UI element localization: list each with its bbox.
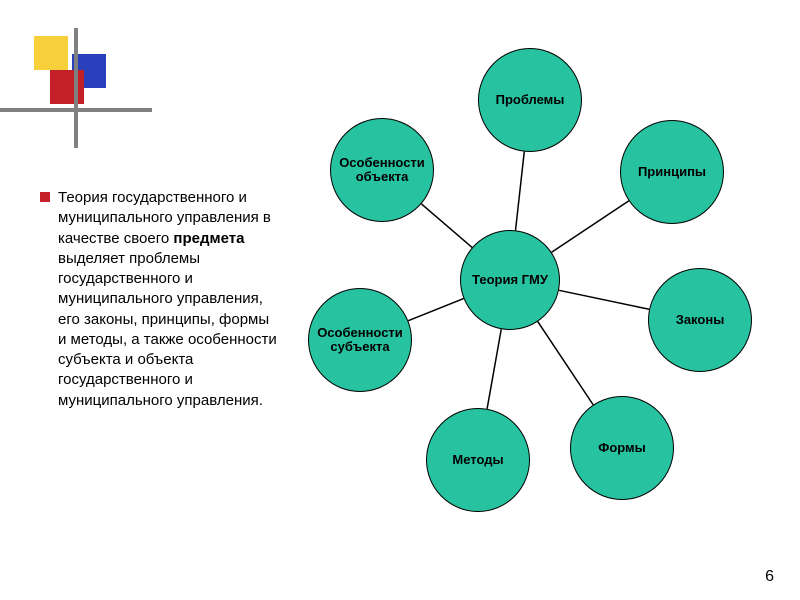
diagram-edge [487,329,501,409]
diagram-edge [559,290,649,309]
diagram-node-center: Теория ГМУ [460,230,560,330]
diagram-node-methods: Методы [426,408,530,512]
logo-square-red [50,70,84,104]
bullet-icon [40,192,50,202]
diagram-edge [516,152,525,231]
body-text-bold: предмета [173,230,244,247]
diagram-edge [421,204,472,248]
diagram-edge [538,322,593,405]
diagram-node-forms: Формы [570,396,674,500]
diagram-edge [552,201,629,252]
page-number: 6 [765,568,774,586]
diagram-edge [408,299,463,321]
body-text: Теория государственного и муниципального… [58,188,278,411]
diagram-node-subj: Особенности субъекта [308,288,412,392]
diagram-node-obj: Особенности объекта [330,118,434,222]
logo-square-yellow [34,36,68,70]
logo-vertical-line [74,28,78,148]
diagram-node-laws: Законы [648,268,752,372]
body-text-2: выделяет проблемы государственного и мун… [58,250,277,409]
diagram-node-principles: Принципы [620,120,724,224]
diagram-node-problems: Проблемы [478,48,582,152]
